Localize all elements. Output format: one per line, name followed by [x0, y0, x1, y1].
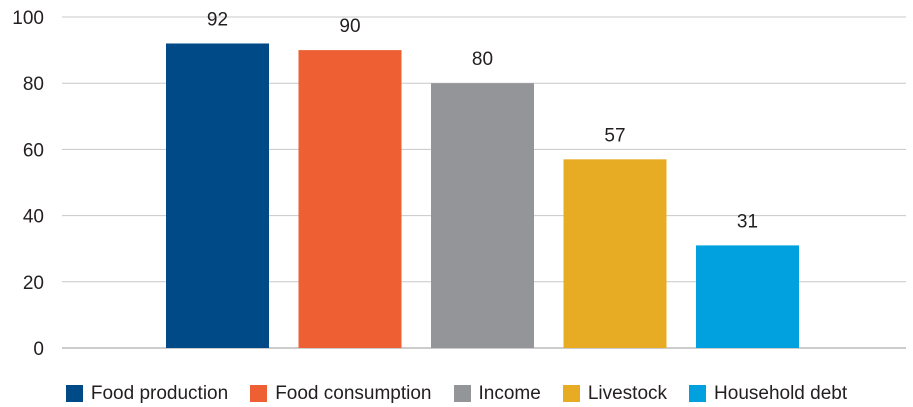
bar-chart: 0 20 40 60 80 100 92 90 80 57 31 — [12, 8, 906, 360]
y-tick-label: 100 — [12, 8, 44, 29]
y-tick-label: 80 — [23, 74, 44, 95]
bar-livestock — [563, 159, 667, 348]
y-tick-label: 0 — [33, 339, 44, 360]
legend-swatch — [562, 385, 580, 402]
legend-swatch — [689, 385, 707, 402]
legend-swatch — [65, 385, 83, 402]
y-axis-tick-labels: 0 20 40 60 80 100 — [12, 8, 44, 360]
legend-item-household-debt: Household debt — [689, 383, 847, 405]
data-label: 80 — [472, 49, 493, 70]
bar-income — [431, 83, 534, 348]
data-label: 31 — [737, 211, 758, 232]
bar-food-consumption — [298, 50, 402, 348]
data-label: 57 — [604, 125, 625, 146]
y-tick-label: 20 — [23, 273, 44, 294]
legend-label: Food production — [90, 382, 229, 404]
legend-label: Food consumption — [275, 382, 432, 404]
legend-label: Livestock — [587, 382, 668, 404]
y-tick-label: 60 — [23, 140, 44, 161]
legend-item-livestock: Livestock — [562, 382, 668, 405]
data-label: 92 — [207, 9, 228, 30]
legend-swatch — [250, 385, 268, 402]
bar-food-production — [166, 43, 269, 348]
legend-label: Income — [478, 382, 541, 404]
bars — [166, 43, 799, 348]
bar-household-debt — [696, 245, 799, 348]
legend-item-food-consumption: Food consumption — [250, 382, 432, 405]
legend-item-food-production: Food production — [65, 382, 229, 405]
data-labels: 92 90 80 57 31 — [207, 9, 758, 232]
y-tick-label: 40 — [23, 207, 44, 228]
legend-swatch — [453, 385, 471, 402]
legend: Food production Food consumption Income … — [0, 380, 913, 407]
data-label: 90 — [339, 16, 360, 37]
legend-item-income: Income — [453, 382, 541, 405]
legend-label: Household debt — [714, 382, 848, 404]
